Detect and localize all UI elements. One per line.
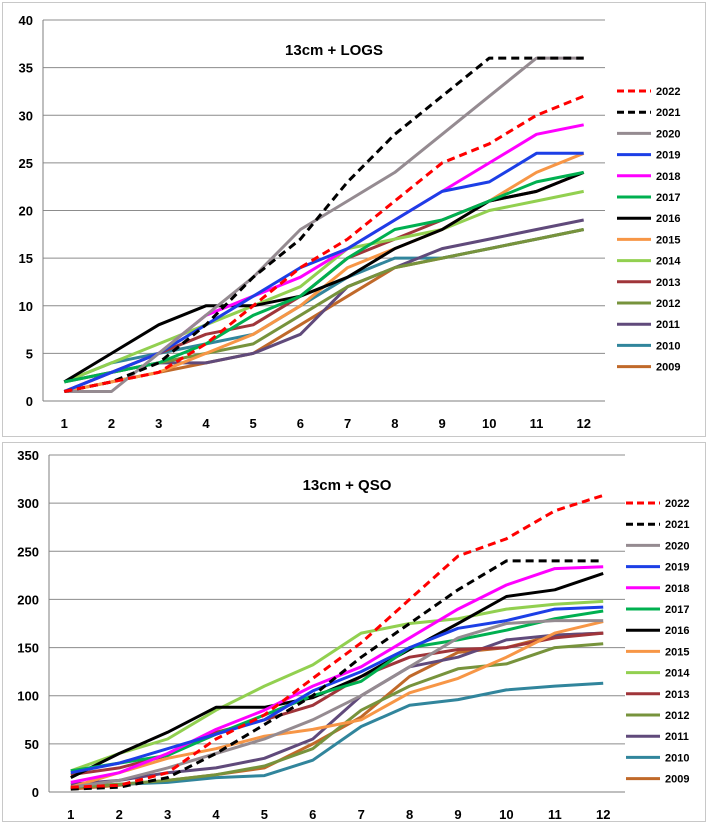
x-tick-label: 9 xyxy=(438,416,445,431)
x-tick-label: 6 xyxy=(297,416,304,431)
legend-label: 2018 xyxy=(656,171,680,183)
legend-label: 2012 xyxy=(656,298,680,310)
y-tick-label: 100 xyxy=(17,689,39,704)
legend-label: 2017 xyxy=(665,604,689,616)
legend-label: 2017 xyxy=(656,192,680,204)
x-tick-label: 3 xyxy=(155,416,162,431)
series-line-2011 xyxy=(70,631,604,786)
legend: 2022 2021 2020 2019 2018 2017 2016 2015 2014 2013… xyxy=(617,86,681,374)
x-tick-label: 1 xyxy=(67,807,74,821)
series-line-2014 xyxy=(70,599,604,773)
legend-label: 2013 xyxy=(665,689,689,701)
x-tick-label: 8 xyxy=(391,416,398,431)
x-tick-label: 3 xyxy=(164,807,171,821)
series-line-2019 xyxy=(70,605,604,775)
chart-title: 13cm + LOGS xyxy=(285,42,383,59)
series-line-2021 xyxy=(70,559,604,791)
chart-panel-qso: 0 50 100 150 200 250 300 350 1 2 3 4 5 6 7 8 9 10 11 12 13cm… xyxy=(2,442,706,822)
legend-label: 2010 xyxy=(665,752,689,764)
legend-label: 2014 xyxy=(665,668,690,680)
x-tick-label: 5 xyxy=(261,807,268,821)
series-line-2021 xyxy=(64,56,584,393)
x-tick-label: 11 xyxy=(530,416,544,431)
series-line-2012 xyxy=(70,642,604,789)
series-line-2015 xyxy=(70,620,604,789)
legend-label: 2016 xyxy=(665,625,689,637)
legend-label: 2013 xyxy=(656,277,680,289)
legend: 2022 2021 2020 2019 2018 2017 2016 2015 2014 2013… xyxy=(626,498,690,786)
legend-label: 2019 xyxy=(656,150,680,162)
x-tick-label: 5 xyxy=(250,416,257,431)
y-tick-label: 0 xyxy=(26,394,33,409)
chart-panel-logs: 0 5 10 15 20 25 30 35 40 1 2 3 4 5 6 7 8 9 10 11 12 13cm + LO… xyxy=(2,2,706,437)
series-line-2022 xyxy=(70,493,604,789)
legend-label: 2018 xyxy=(665,583,689,595)
series-lines xyxy=(63,56,585,393)
legend-label: 2016 xyxy=(656,213,680,225)
y-tick-label: 300 xyxy=(17,496,39,511)
x-tick-label: 6 xyxy=(309,807,316,821)
legend-label: 2019 xyxy=(665,562,689,574)
y-tick-label: 40 xyxy=(19,13,33,28)
legend-label: 2020 xyxy=(665,540,689,552)
legend-label: 2012 xyxy=(665,710,689,722)
series-line-2020 xyxy=(70,619,604,789)
x-tick-label: 2 xyxy=(108,416,115,431)
y-tick-label: 200 xyxy=(17,592,39,607)
y-tick-label: 250 xyxy=(17,544,39,559)
y-tick-label: 15 xyxy=(19,251,33,266)
legend-label: 2011 xyxy=(656,319,680,331)
legend-label: 2015 xyxy=(656,234,680,246)
y-tick-label: 350 xyxy=(17,448,39,463)
y-tick-label: 5 xyxy=(26,346,33,361)
y-tick-label: 20 xyxy=(19,204,33,219)
x-tick-label: 4 xyxy=(202,416,210,431)
x-tick-label: 8 xyxy=(406,807,413,821)
legend-label: 2021 xyxy=(656,107,680,119)
x-tick-label: 7 xyxy=(358,807,365,821)
x-tick-label: 2 xyxy=(116,807,123,821)
legend-label: 2009 xyxy=(665,774,689,786)
series-line-2018 xyxy=(70,565,604,784)
y-tick-label: 35 xyxy=(19,61,33,76)
x-tick-label: 9 xyxy=(454,807,461,821)
legend-label: 2009 xyxy=(656,362,680,374)
x-tick-label: 12 xyxy=(577,416,591,431)
y-tick-label: 25 xyxy=(19,156,33,171)
y-tick-label: 10 xyxy=(19,299,33,314)
x-tick-label: 10 xyxy=(499,807,513,821)
x-tick-label: 4 xyxy=(212,807,220,821)
y-tick-label: 30 xyxy=(19,108,33,123)
y-tick-label: 150 xyxy=(17,641,39,656)
series-line-2022 xyxy=(64,94,585,393)
x-tick-label: 1 xyxy=(61,416,68,431)
legend-label: 2022 xyxy=(656,86,680,98)
legend-label: 2020 xyxy=(656,128,680,140)
series-line-2020 xyxy=(64,56,584,393)
y-tick-label: 0 xyxy=(32,785,39,800)
y-tick-label: 50 xyxy=(25,737,39,752)
x-tick-label: 11 xyxy=(548,807,562,821)
chart-title: 13cm + QSO xyxy=(303,477,392,494)
legend-label: 2011 xyxy=(665,731,689,743)
series-line-2019 xyxy=(63,151,584,393)
x-tick-label: 7 xyxy=(344,416,351,431)
legend-label: 2014 xyxy=(656,256,681,268)
x-tick-label: 10 xyxy=(482,416,496,431)
series-line-2014 xyxy=(63,189,584,384)
series-lines xyxy=(70,493,604,791)
legend-label: 2022 xyxy=(665,498,689,510)
x-tick-label: 12 xyxy=(596,807,610,821)
series-line-2009 xyxy=(70,631,604,791)
legend-label: 2010 xyxy=(656,340,680,352)
legend-label: 2021 xyxy=(665,519,689,531)
series-line-2010 xyxy=(70,681,604,789)
legend-label: 2015 xyxy=(665,646,689,658)
